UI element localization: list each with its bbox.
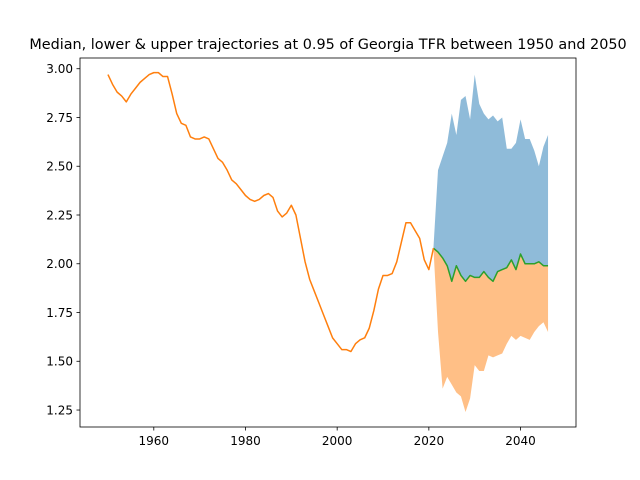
x-tick-label: 1960	[139, 434, 170, 448]
y-tick-label: 3.00	[46, 62, 73, 76]
x-tick-label: 2040	[505, 434, 536, 448]
y-tick-label: 2.00	[46, 257, 73, 271]
axes-frame	[79, 57, 577, 428]
median-projection-line	[432, 247, 549, 283]
y-tick-label: 1.50	[46, 355, 73, 369]
chart-title: Median, lower & upper trajectories at 0.…	[29, 37, 626, 53]
y-tick-label: 2.25	[46, 208, 73, 222]
y-tick-label: 2.50	[46, 160, 73, 174]
plot-area	[107, 71, 549, 412]
lower-band-area	[433, 248, 549, 412]
historical-tfr-line	[107, 71, 435, 353]
x-tick-label: 2000	[322, 434, 353, 448]
x-axis: 1960 1980 2000 2020 2040	[139, 427, 536, 448]
y-tick-label: 2.75	[46, 111, 73, 125]
y-tick-label: 1.75	[46, 306, 73, 320]
y-tick-label: 1.25	[46, 403, 73, 417]
x-tick-label: 1980	[230, 434, 261, 448]
y-axis: 1.25 1.50 1.75 2.00 2.25 2.50 2.75 3.00	[46, 62, 80, 417]
upper-band-area	[433, 74, 549, 282]
x-tick-label: 2020	[414, 434, 445, 448]
